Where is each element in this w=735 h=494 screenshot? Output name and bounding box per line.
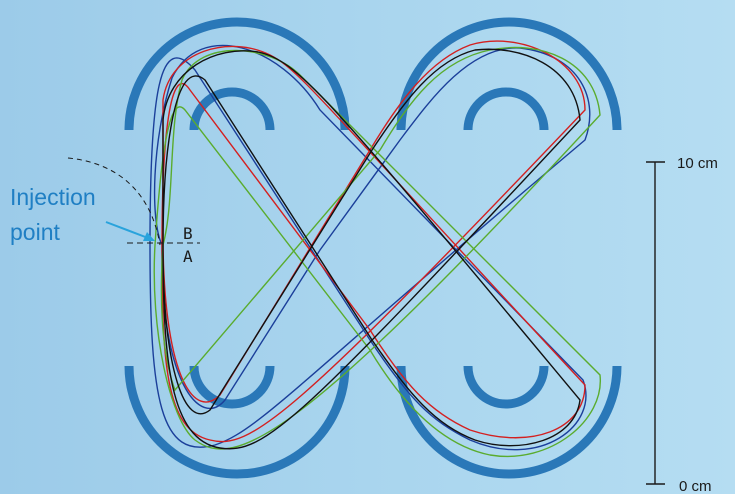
magnet-arc-top-right-inner <box>463 87 549 131</box>
magnet-arc-top-right-outer <box>396 17 622 131</box>
magnet-arc-top-left-inner <box>189 87 275 131</box>
magnet-arcs-outer <box>124 17 622 479</box>
arrow-right-down-icon <box>105 221 155 241</box>
orbit-trajectories <box>149 40 601 458</box>
scale-label-bottom: 0 cm <box>679 478 712 494</box>
magnet-arc-bottom-right-inner <box>463 365 549 409</box>
orbit-red <box>161 40 586 443</box>
scale-bar <box>646 161 665 485</box>
section-label-b: B <box>183 224 193 243</box>
magnet-arc-top-left-outer <box>124 17 350 131</box>
injection-trajectory-dashed <box>67 157 161 246</box>
magnet-arc-bottom-right-outer <box>396 365 622 479</box>
orbit-black <box>162 48 581 450</box>
injection-label-line2: point <box>10 219 60 245</box>
scale-label-top: 10 cm <box>677 155 718 172</box>
orbit-blue <box>149 44 591 451</box>
magnet-arc-bottom-left-outer <box>124 365 350 479</box>
injection-label-line1: Injection <box>10 184 96 210</box>
magnet-arc-bottom-left-inner <box>189 365 275 409</box>
magnet-arcs-inner <box>189 87 549 409</box>
section-label-a: A <box>183 247 193 266</box>
